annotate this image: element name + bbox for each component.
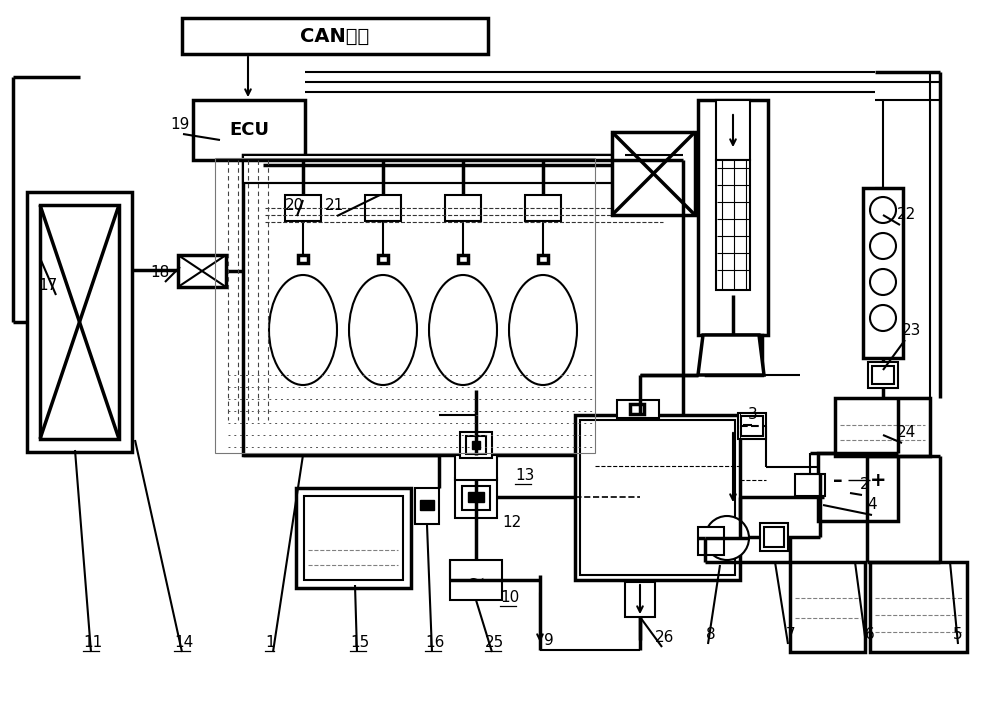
- Circle shape: [870, 197, 896, 223]
- Bar: [863, 188, 903, 358]
- Bar: [698, 527, 724, 555]
- Bar: [285, 195, 321, 221]
- Bar: [40, 205, 119, 439]
- Text: CAN总线: CAN总线: [300, 27, 370, 45]
- Bar: [868, 362, 898, 388]
- Text: 24: 24: [897, 425, 916, 440]
- Bar: [625, 582, 655, 617]
- Bar: [415, 488, 439, 524]
- Bar: [872, 366, 894, 384]
- Bar: [215, 158, 595, 453]
- Bar: [468, 492, 484, 502]
- Text: 2: 2: [860, 477, 870, 492]
- Text: 7: 7: [786, 627, 796, 642]
- Bar: [178, 255, 226, 287]
- Bar: [466, 436, 486, 454]
- Circle shape: [705, 516, 749, 560]
- Ellipse shape: [429, 275, 497, 385]
- Bar: [835, 398, 930, 456]
- Bar: [580, 420, 735, 575]
- Bar: [27, 192, 132, 452]
- Text: 4: 4: [867, 497, 877, 512]
- Bar: [525, 195, 561, 221]
- Text: 11: 11: [83, 635, 102, 650]
- Text: 23: 23: [902, 323, 921, 338]
- Text: –: –: [833, 470, 843, 490]
- Bar: [296, 488, 411, 588]
- Text: 1: 1: [265, 635, 275, 650]
- Bar: [741, 416, 763, 436]
- Bar: [617, 400, 659, 418]
- Circle shape: [870, 269, 896, 295]
- Bar: [870, 562, 967, 652]
- Circle shape: [870, 233, 896, 259]
- Bar: [458, 255, 468, 263]
- Bar: [764, 527, 784, 547]
- Text: 21: 21: [325, 198, 344, 213]
- Bar: [760, 523, 788, 551]
- Bar: [378, 255, 388, 263]
- Text: 15: 15: [350, 635, 369, 650]
- Bar: [365, 195, 401, 221]
- Text: 16: 16: [425, 635, 444, 650]
- Bar: [612, 132, 695, 215]
- Bar: [243, 155, 683, 183]
- Polygon shape: [698, 335, 764, 375]
- Bar: [738, 413, 766, 439]
- Bar: [243, 155, 683, 455]
- Text: 18: 18: [150, 265, 169, 280]
- Bar: [698, 100, 768, 335]
- Text: 14: 14: [174, 635, 193, 650]
- Bar: [538, 255, 548, 263]
- Text: 9: 9: [544, 633, 554, 648]
- Bar: [790, 562, 865, 652]
- Text: 13: 13: [515, 468, 534, 483]
- Text: +: +: [870, 470, 886, 490]
- Bar: [706, 335, 762, 375]
- Text: 3: 3: [748, 407, 758, 422]
- Bar: [630, 404, 644, 414]
- Bar: [450, 560, 502, 600]
- Ellipse shape: [269, 275, 337, 385]
- Bar: [716, 100, 750, 160]
- Text: ~: ~: [467, 570, 485, 590]
- Text: 5: 5: [953, 627, 963, 642]
- Circle shape: [870, 305, 896, 331]
- Bar: [455, 455, 497, 480]
- Bar: [455, 478, 497, 518]
- Bar: [462, 486, 490, 510]
- Text: 25: 25: [485, 635, 504, 650]
- Bar: [795, 474, 825, 496]
- Bar: [298, 255, 308, 263]
- Bar: [472, 441, 480, 449]
- Text: 19: 19: [170, 117, 189, 132]
- Bar: [716, 160, 750, 290]
- Ellipse shape: [349, 275, 417, 385]
- Bar: [304, 496, 403, 580]
- Bar: [445, 195, 481, 221]
- Text: ECU: ECU: [229, 121, 269, 139]
- Text: 22: 22: [897, 207, 916, 222]
- Text: 10: 10: [500, 590, 519, 605]
- Text: 8: 8: [706, 627, 716, 642]
- Bar: [818, 453, 898, 521]
- Bar: [193, 100, 305, 160]
- Text: 17: 17: [38, 278, 57, 293]
- Text: 12: 12: [502, 515, 521, 530]
- Text: 6: 6: [865, 627, 875, 642]
- Text: 26: 26: [655, 630, 674, 645]
- Bar: [420, 500, 434, 510]
- Bar: [182, 18, 488, 54]
- Ellipse shape: [509, 275, 577, 385]
- Bar: [575, 415, 740, 580]
- Bar: [460, 432, 492, 458]
- Text: 20: 20: [285, 198, 304, 213]
